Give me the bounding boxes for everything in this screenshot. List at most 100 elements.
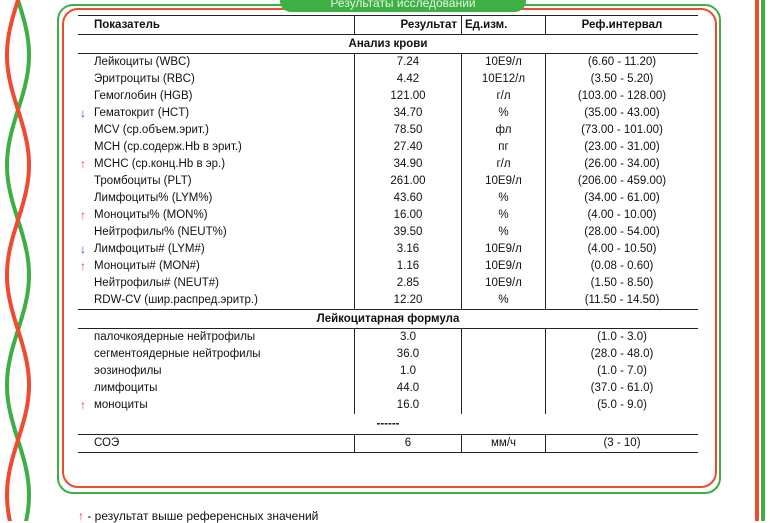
row-name: Лимфоциты# (LYM#) [94,243,205,255]
row-ref: (3 - 10) [545,434,698,453]
title-banner: Результаты исследований [280,0,526,12]
row-value: 1.0 [354,363,462,380]
row-name: палочкоядерные нейтрофилы [94,331,256,343]
row-ref: (37.0 - 61.0) [545,380,698,397]
row-name: RDW-CV (шир.распред.эритр.) [94,294,258,306]
row-unit [461,346,546,363]
row-ref: (28.0 - 48.0) [545,346,698,363]
row-name: Гемоглобин (HGB) [94,90,193,102]
row-unit: 10E9/л [461,241,546,258]
row-ref: (35.00 - 43.00) [545,105,698,122]
row-ref: (11.50 - 14.50) [545,292,698,310]
row-ref: (1.0 - 3.0) [545,328,698,346]
row-unit [461,363,546,380]
row-value: 12.20 [354,292,462,310]
row-unit: 10E12/л [461,71,546,88]
row-value: 261.00 [354,173,462,190]
row-name: MCH (ср.содерж.Hb в эрит.) [94,141,242,153]
table-row: Тромбоциты (PLT) 261.00 10E9/л (206.00 -… [78,173,698,190]
row-name: СОЭ [78,434,355,453]
row-unit [461,328,546,346]
table-row: лимфоциты 44.0 (37.0 - 61.0) [78,380,698,397]
section-formula: Лейкоцитарная формула [78,309,698,329]
row-name: Лимфоциты% (LYM%) [94,192,213,204]
right-stripe-red [755,0,759,521]
legend-text: - результат выше референсных значений [87,509,319,523]
table-row: сегментоядерные нейтрофилы 36.0 (28.0 - … [78,346,698,363]
row-value: 34.90 [354,156,462,173]
row-unit: г/л [461,156,546,173]
table-row: ↑ Моноциты# (MON#) 1.16 10E9/л (0.08 - 0.… [78,258,698,275]
row-ref: (23.00 - 31.00) [545,139,698,156]
arrow-up-icon: ↑ [80,259,86,273]
row-value: 44.0 [354,380,462,397]
table-row: ↓ Гематокрит (HCT) 34.70 % (35.00 - 43.00… [78,105,698,122]
row-value: 78.50 [354,122,462,139]
row-value: 4.42 [354,71,462,88]
row-unit: 10E9/л [461,173,546,190]
row-value: 39.50 [354,224,462,241]
row-value: 34.70 [354,105,462,122]
table-row: Лимфоциты% (LYM%) 43.60 % (34.00 - 61.00… [78,190,698,207]
arrow-up-icon: ↑ [78,509,84,523]
arrow-up-icon: ↑ [80,208,86,222]
row-value: 43.60 [354,190,462,207]
row-value: 2.85 [354,275,462,292]
row-ref: (6.60 - 11.20) [545,53,698,71]
row-ref: (5.0 - 9.0) [545,397,698,414]
row-unit [461,380,546,397]
row-ref: (4.00 - 10.00) [545,207,698,224]
header-unit: Ед.изм. [461,15,546,35]
row-name: MCV (ср.объем.эрит.) [94,124,209,136]
row-ref: (103.00 - 128.00) [545,88,698,105]
section-title: Лейкоцитарная формула [78,309,698,329]
row-unit: % [461,292,546,310]
section-blood: Анализ крови [78,34,698,54]
row-value: 121.00 [354,88,462,105]
arrow-up-icon: ↑ [80,157,86,171]
row-name: моноциты [94,399,148,411]
row-name: Нейтрофилы% (NEUT%) [94,226,227,238]
table-row: ↑ Моноциты% (MON%) 16.00 % (4.00 - 10.00) [78,207,698,224]
arrow-down-icon: ↓ [80,242,86,256]
table-row: MCV (ср.объем.эрит.) 78.50 фл (73.00 - 1… [78,122,698,139]
header-result: Результат [354,15,462,35]
row-value: 1.16 [354,258,462,275]
table-row: ↑ моноциты 16.0 (5.0 - 9.0) [78,397,698,414]
row-name: Нейтрофилы# (NEUT#) [94,277,219,289]
row-unit [461,397,546,414]
table-row: палочкоядерные нейтрофилы 3.0 (1.0 - 3.0… [78,328,698,346]
table-row: Эритроциты (RBC) 4.42 10E12/л (3.50 - 5.… [78,71,698,88]
row-ref: (1.0 - 7.0) [545,363,698,380]
row-unit: % [461,190,546,207]
esr-row: СОЭ 6 мм/ч (3 - 10) [78,434,698,453]
table-row: Лейкоциты (WBC) 7.24 10E9/л (6.60 - 11.2… [78,53,698,71]
row-value: 36.0 [354,346,462,363]
table-row: Нейтрофилы% (NEUT%) 39.50 % (28.00 - 54.… [78,224,698,241]
table-header: Показатель Результат Ед.изм. Реф.интерва… [78,15,698,35]
row-ref: (28.00 - 54.00) [545,224,698,241]
row-name: сегментоядерные нейтрофилы [94,348,261,360]
table-row: ↓ Лимфоциты# (LYM#) 3.16 10E9/л (4.00 - 1… [78,241,698,258]
row-unit: пг [461,139,546,156]
row-ref: (4.00 - 10.50) [545,241,698,258]
row-unit: 10E9/л [461,53,546,71]
row-ref: (26.00 - 34.00) [545,156,698,173]
table-row: MCH (ср.содерж.Hb в эрит.) 27.40 пг (23.… [78,139,698,156]
row-unit: % [461,207,546,224]
row-name: лимфоциты [94,382,158,394]
header-ref: Реф.интервал [545,15,698,35]
row-ref: (206.00 - 459.00) [545,173,698,190]
arrow-down-icon: ↓ [80,106,86,120]
arrow-up-icon: ↑ [80,398,86,412]
table-row: RDW-CV (шир.распред.эритр.) 12.20 % (11.… [78,292,698,310]
table-row: ↑ MCHC (ср.конц.Hb в эр.) 34.90 г/л (26.0… [78,156,698,173]
row-value: 16.0 [354,397,462,414]
table-row: Нейтрофилы# (NEUT#) 2.85 10E9/л (1.50 - … [78,275,698,292]
row-ref: (73.00 - 101.00) [545,122,698,139]
row-unit: г/л [461,88,546,105]
row-value: 3.0 [354,328,462,346]
row-value: 27.40 [354,139,462,156]
section-title: Анализ крови [78,34,698,54]
row-name: Гематокрит (HCT) [94,107,190,119]
